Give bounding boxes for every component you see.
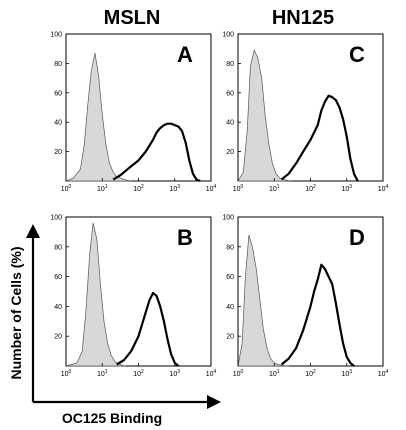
y-axis-title: Number of Cells (%) xyxy=(8,246,24,379)
x-tick-label-c-0: 100 xyxy=(233,184,244,193)
y-tick-label-a-4: 100 xyxy=(50,32,62,39)
panel-label-a: A xyxy=(177,42,193,67)
y-tick-label-c-3: 80 xyxy=(226,61,234,68)
oc125-binding-histogram-a xyxy=(112,122,201,183)
y-tick-label-c-0: 20 xyxy=(226,149,234,156)
x-tick-label-c-2: 102 xyxy=(305,184,316,193)
oc125-binding-histogram-d xyxy=(280,263,355,367)
isotype-control-histogram-a xyxy=(65,53,132,182)
x-tick-label-c-3: 103 xyxy=(341,184,352,193)
y-tick-label-b-1: 40 xyxy=(54,304,62,311)
y-tick-label-c-4: 100 xyxy=(222,32,234,39)
isotype-control-histogram-c xyxy=(237,49,291,182)
isotype-control-histogram-d xyxy=(237,234,289,367)
y-tick-label-a-2: 60 xyxy=(54,90,62,97)
y-tick-label-d-1: 40 xyxy=(226,304,234,311)
x-tick-label-a-4: 104 xyxy=(206,184,217,193)
x-tick-label-a-0: 100 xyxy=(61,184,72,193)
x-tick-label-d-3: 103 xyxy=(341,369,352,378)
y-tick-label-d-4: 100 xyxy=(222,215,234,222)
x-tick-label-c-1: 101 xyxy=(269,184,280,193)
y-tick-label-b-0: 20 xyxy=(54,334,62,341)
histogram-panel-a: 20 40 60 80 100 100 101 102 103 104 A xyxy=(50,32,216,194)
x-tick-label-a-1: 101 xyxy=(97,184,108,193)
x-axis-title: OC125 Binding xyxy=(62,410,162,426)
y-tick-label-d-0: 20 xyxy=(226,334,234,341)
panel-label-d: D xyxy=(349,225,365,250)
x-tick-label-b-4: 104 xyxy=(206,369,217,378)
y-tick-label-d-2: 60 xyxy=(226,274,234,281)
histogram-panels: 20 40 60 80 100 100 101 102 103 104 A 20 40 60 80 100 10… xyxy=(50,32,388,379)
y-tick-label-a-3: 80 xyxy=(54,61,62,68)
histogram-panel-b: 20 40 60 80 100 100 101 102 103 104 B xyxy=(50,215,216,379)
oc125-binding-histogram-c xyxy=(280,94,359,182)
x-tick-label-b-2: 102 xyxy=(133,369,144,378)
y-tick-label-a-0: 20 xyxy=(54,149,62,156)
y-tick-label-c-2: 60 xyxy=(226,90,234,97)
column-title-msln: MSLN xyxy=(104,7,161,29)
y-tick-label-a-1: 40 xyxy=(54,120,62,127)
isotype-control-histogram-b xyxy=(65,222,126,367)
panel-label-c: C xyxy=(349,42,365,67)
x-tick-label-b-0: 100 xyxy=(61,369,72,378)
x-tick-label-a-3: 103 xyxy=(169,184,180,193)
x-tick-label-d-2: 102 xyxy=(305,369,316,378)
x-tick-label-d-0: 100 xyxy=(233,369,244,378)
y-tick-label-b-2: 60 xyxy=(54,274,62,281)
oc125-binding-histogram-b xyxy=(116,291,180,367)
x-tick-label-c-4: 104 xyxy=(378,184,389,193)
y-tick-label-d-3: 80 xyxy=(226,244,234,251)
y-tick-label-b-3: 80 xyxy=(54,244,62,251)
y-tick-label-c-1: 40 xyxy=(226,120,234,127)
y-axis-arrowhead xyxy=(26,224,40,238)
histogram-panel-c: 20 40 60 80 100 100 101 102 103 104 C xyxy=(222,32,388,194)
y-tick-label-b-4: 100 xyxy=(50,215,62,222)
x-tick-label-b-1: 101 xyxy=(97,369,108,378)
x-tick-label-d-4: 104 xyxy=(378,369,389,378)
column-title-hn125: HN125 xyxy=(272,7,334,29)
x-tick-label-d-1: 101 xyxy=(269,369,280,378)
x-tick-label-a-2: 102 xyxy=(133,184,144,193)
histogram-panel-d: 20 40 60 80 100 100 101 102 103 104 D xyxy=(222,215,388,379)
x-axis-arrowhead xyxy=(207,395,221,409)
x-tick-label-b-3: 103 xyxy=(169,369,180,378)
panel-label-b: B xyxy=(177,225,193,250)
